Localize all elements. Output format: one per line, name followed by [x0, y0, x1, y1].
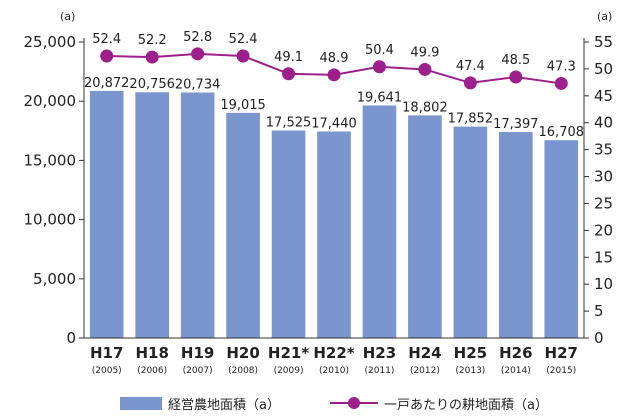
line-value-label: 52.4	[229, 32, 258, 47]
category-label: H25	[454, 344, 487, 362]
right-tick-label: 30	[594, 168, 613, 186]
bar-H17	[89, 90, 124, 338]
category-label: H17	[90, 344, 123, 362]
right-tick-label: 45	[594, 87, 613, 105]
legend-bar-swatch	[120, 397, 162, 410]
right-tick-label: 20	[594, 221, 613, 239]
line-value-label: 47.4	[456, 59, 485, 74]
bar-H26	[499, 132, 533, 338]
line-point-H18	[145, 50, 159, 64]
bar-H25	[453, 126, 488, 338]
right-tick-label: 40	[594, 114, 613, 132]
year-label: (2012)	[410, 366, 440, 376]
year-label: (2007)	[183, 366, 213, 376]
year-label: (2005)	[92, 366, 122, 376]
year-label: (2015)	[546, 366, 576, 376]
line-value-label: 48.9	[320, 51, 349, 66]
right-tick-label: 55	[594, 33, 613, 51]
line-value-label: 52.2	[138, 33, 167, 48]
category-label: H23	[363, 344, 396, 362]
bar-H21*	[271, 130, 306, 338]
right-tick-label: 35	[594, 141, 613, 159]
line-value-label: 50.4	[365, 43, 394, 58]
left-unit-label: (a)	[60, 10, 75, 23]
bar-H18	[135, 92, 169, 338]
right-tick-label: 25	[594, 194, 613, 212]
year-label: (2006)	[137, 366, 167, 376]
data-labels: 52.4 52.2 52.8 52.4 49.1 48.9 50.4 49.9 47.4 48.5…	[84, 30, 584, 140]
right-tick-label: 5	[594, 302, 604, 320]
bar-value-label: 16,708	[539, 125, 585, 140]
year-label: (2013)	[455, 366, 485, 376]
category-label: H27	[545, 344, 578, 362]
line-value-label: 49.9	[410, 45, 439, 60]
left-tick-label: 5,000	[33, 270, 76, 288]
line-point-H25	[463, 76, 477, 90]
line-value-label: 47.3	[547, 59, 576, 74]
right-tick-label: 10	[594, 275, 613, 293]
right-tick-label: 50	[594, 60, 613, 78]
category-label: H26	[499, 344, 532, 362]
left-tick-label: 0	[66, 329, 76, 347]
year-label: (2009)	[274, 366, 304, 376]
line-value-label: 52.8	[183, 30, 212, 45]
line-value-label: 52.4	[92, 32, 121, 47]
line-point-H20	[236, 49, 250, 63]
axes: 0 5,000 10,000 15,000 20,000 25,000 0 5 10 15 20 25…	[24, 10, 614, 376]
year-label: (2014)	[501, 366, 531, 376]
bar-value-label: 17,852	[448, 112, 494, 127]
line-point-H21*	[282, 67, 296, 81]
right-tick-label: 0	[594, 329, 604, 347]
bar-H27	[544, 140, 579, 338]
line-point-H27	[554, 76, 568, 90]
bar-series	[89, 90, 579, 339]
line-point-H26	[509, 70, 523, 84]
left-tick-label: 15,000	[24, 151, 77, 169]
right-tick-label: 15	[594, 248, 613, 266]
bar-H19	[180, 92, 215, 339]
legend: 経営農地面積（a） 一戸あたりの耕地面積（a）	[120, 397, 548, 413]
line-series	[100, 47, 568, 90]
bar-value-label: 17,397	[493, 117, 539, 132]
legend-line-marker	[348, 397, 360, 409]
year-label: (2011)	[364, 366, 394, 376]
left-tick-label: 25,000	[24, 33, 77, 51]
line-point-H19	[191, 47, 205, 61]
bar-value-label: 17,440	[311, 117, 357, 132]
legend-bar-label: 経営農地面積（a）	[168, 398, 280, 413]
bar-value-label: 19,641	[357, 90, 403, 105]
line-point-H17	[100, 49, 114, 63]
year-label: (2010)	[319, 366, 349, 376]
legend-line-label: 一戸あたりの耕地面積（a）	[384, 397, 548, 413]
bar-value-label: 17,525	[266, 116, 312, 131]
category-label: H20	[226, 344, 259, 362]
category-label: H21*	[268, 344, 309, 362]
line-point-H24	[418, 62, 432, 76]
bar-value-label: 20,734	[175, 78, 221, 93]
line-value-label: 49.1	[274, 50, 303, 65]
left-tick-label: 10,000	[24, 211, 77, 229]
bar-H23	[362, 105, 397, 338]
category-label: H18	[135, 344, 168, 362]
bar-H24	[408, 115, 442, 338]
line-value-label: 48.5	[501, 53, 530, 68]
bar-value-label: 20,756	[129, 77, 175, 92]
bar-value-label: 18,802	[402, 100, 448, 115]
category-label: H24	[408, 344, 441, 362]
category-label: H22*	[313, 344, 354, 362]
line-point-H23	[372, 60, 386, 74]
bar-H20	[226, 112, 260, 338]
bar-value-label: 19,015	[220, 98, 266, 113]
category-label: H19	[181, 344, 214, 362]
left-tick-label: 20,000	[24, 92, 77, 110]
line-point-H22*	[327, 68, 341, 82]
right-unit-label: (a)	[597, 10, 612, 23]
bar-value-label: 20,872	[84, 76, 130, 91]
year-label: (2008)	[228, 366, 258, 376]
bar-H22*	[317, 131, 351, 338]
